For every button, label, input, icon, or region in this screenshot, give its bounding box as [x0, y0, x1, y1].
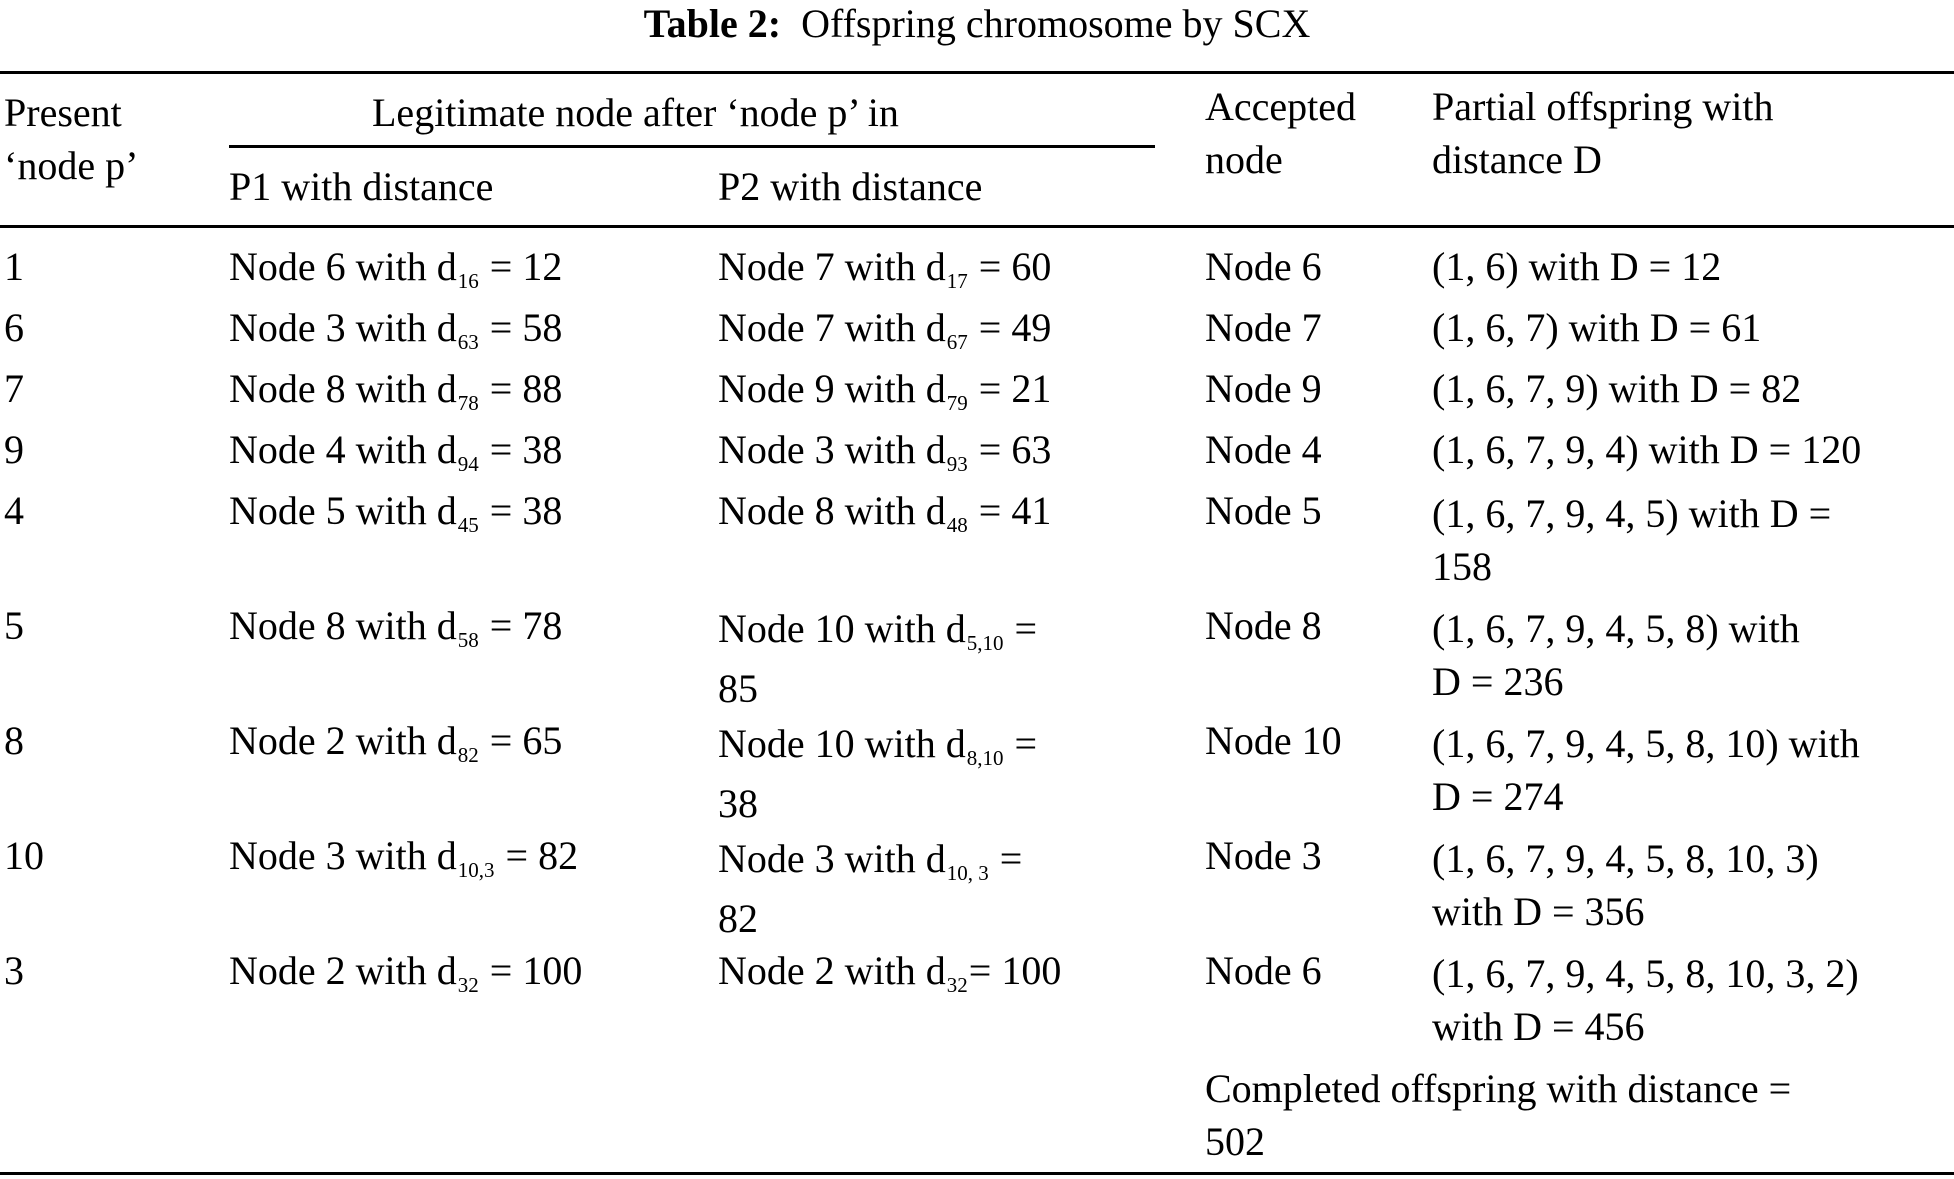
partial-offspring-cell: (1, 6, 7, 9, 4, 5, 8, 10) with D = 274: [1432, 721, 1860, 819]
bottom-rule: [0, 1172, 1954, 1175]
p1-cell: Node 2 with d82 = 65: [229, 718, 563, 767]
p1-cell: Node 8 with d78 = 88: [229, 366, 563, 415]
present-node-cell: 9: [4, 427, 24, 472]
header-p1: P1 with distance: [229, 164, 494, 209]
accepted-node-cell: Node 9: [1205, 366, 1322, 411]
accepted-node-cell: Node 10: [1205, 718, 1342, 763]
p1-cell: Node 5 with d45 = 38: [229, 488, 563, 537]
p1-cell: Node 2 with d32 = 100: [229, 948, 583, 997]
header-legitimate-group: Legitimate node after ‘node p’ in: [372, 90, 899, 135]
p1-cell: Node 4 with d94 = 38: [229, 427, 563, 476]
present-node-cell: 1: [4, 244, 24, 289]
p2-cell: Node 8 with d48 = 41: [718, 488, 1052, 537]
present-node-cell: 10: [4, 833, 44, 878]
header-partial-offspring: Partial offspring with distance D: [1432, 84, 1774, 182]
top-rule: [0, 71, 1954, 74]
partial-offspring-cell: (1, 6) with D = 12: [1432, 244, 1722, 289]
p2-cell: Node 10 with d5,10 = 85: [718, 606, 1038, 711]
accepted-node-cell: Node 3: [1205, 833, 1322, 878]
header-present-node: Present ‘node p’: [4, 90, 139, 188]
partial-offspring-cell: (1, 6, 7) with D = 61: [1432, 305, 1762, 350]
accepted-node-cell: Node 7: [1205, 305, 1322, 350]
p1-cell: Node 3 with d63 = 58: [229, 305, 563, 354]
p2-cell: Node 10 with d8,10 = 38: [718, 721, 1038, 826]
present-node-cell: 3: [4, 948, 24, 993]
partial-offspring-cell: (1, 6, 7, 9, 4, 5, 8, 10, 3) with D = 356: [1432, 836, 1819, 934]
partial-offspring-cell: (1, 6, 7, 9, 4, 5, 8) with D = 236: [1432, 606, 1800, 704]
p1-cell: Node 6 with d16 = 12: [229, 244, 563, 293]
p2-cell: Node 7 with d17 = 60: [718, 244, 1052, 293]
header-p2: P2 with distance: [718, 164, 983, 209]
p1-cell: Node 3 with d10,3 = 82: [229, 833, 579, 882]
p2-cell: Node 9 with d79 = 21: [718, 366, 1052, 415]
present-node-cell: 6: [4, 305, 24, 350]
accepted-node-cell: Node 6: [1205, 948, 1322, 993]
p1-cell: Node 8 with d58 = 78: [229, 603, 563, 652]
table-caption: Table 2: Offspring chromosome by SCX: [0, 2, 1954, 46]
header-accepted-node: Accepted node: [1205, 84, 1357, 182]
accepted-node-cell: Node 8: [1205, 603, 1322, 648]
partial-offspring-cell: (1, 6, 7, 9) with D = 82: [1432, 366, 1802, 411]
partial-offspring-cell: (1, 6, 7, 9, 4, 5, 8, 10, 3, 2) with D = …: [1432, 951, 1859, 1049]
p2-cell: Node 3 with d10, 3 = 82: [718, 836, 1023, 941]
present-node-cell: 8: [4, 718, 24, 763]
partial-offspring-cell: (1, 6, 7, 9, 4, 5) with D = 158: [1432, 491, 1832, 589]
header-group-rule: [229, 145, 1155, 148]
table-caption-label: Table 2:: [643, 1, 782, 46]
completed-offspring-cell: Completed offspring with distance = 502: [1205, 1066, 1792, 1164]
present-node-cell: 7: [4, 366, 24, 411]
accepted-node-cell: Node 5: [1205, 488, 1322, 533]
accepted-node-cell: Node 4: [1205, 427, 1322, 472]
partial-offspring-cell: (1, 6, 7, 9, 4) with D = 120: [1432, 427, 1862, 472]
p2-cell: Node 7 with d67 = 49: [718, 305, 1052, 354]
accepted-node-cell: Node 6: [1205, 244, 1322, 289]
present-node-cell: 4: [4, 488, 24, 533]
header-bottom-rule: [0, 225, 1954, 228]
present-node-cell: 5: [4, 603, 24, 648]
table-caption-title: Offspring chromosome by SCX: [801, 1, 1311, 46]
p2-cell: Node 2 with d32= 100: [718, 948, 1062, 997]
p2-cell: Node 3 with d93 = 63: [718, 427, 1052, 476]
